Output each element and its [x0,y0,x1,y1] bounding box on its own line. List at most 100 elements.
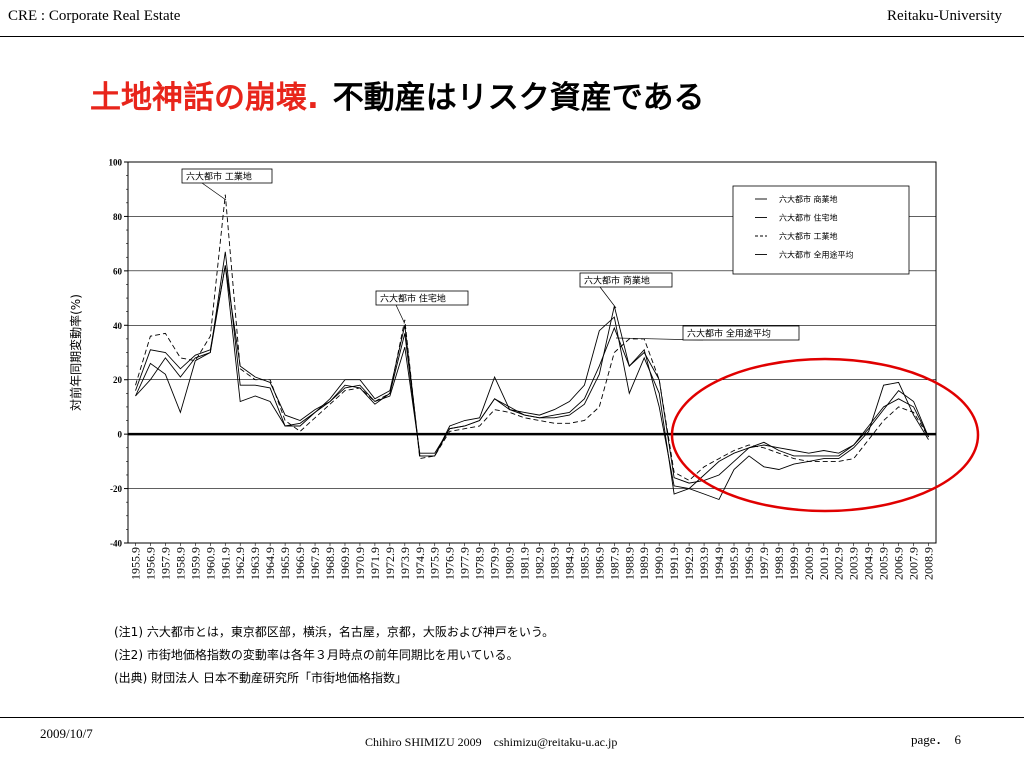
callout-label-0: 六大都市 工業地 [186,171,252,183]
x-tick-label: 1996.9 [742,547,756,580]
legend-entry-3: 六大都市 全用途平均 [779,250,854,260]
x-tick-label: 1971.9 [368,547,382,580]
x-tick-label: 1991.9 [667,547,681,580]
title-red-part: 土地神話の崩壊. [90,80,319,116]
note-1: (注1) 六大都市とは，東京都区部，横浜，名古屋，京都，大阪および神戸をいう。 [114,625,555,639]
x-tick-label: 1973.9 [398,547,412,580]
y-tick-label: 20 [113,375,123,385]
x-tick-label: 1997.9 [757,547,771,580]
callout-leader-1 [395,304,405,323]
header-divider [0,36,1024,37]
callout-leader-0 [201,182,227,201]
footer-date: 2009/10/7 [40,726,93,741]
x-tick-label: 1994.9 [712,547,726,580]
callout-label-3: 六大都市 全用途平均 [687,328,771,340]
x-tick-label: 1965.9 [278,547,292,580]
x-tick-label: 1956.9 [143,547,157,580]
x-tick-label: 2006.9 [892,547,906,580]
header-course-title: CRE : Corporate Real Estate [8,8,181,24]
y-axis-label: 対前年同期変動率(%) [68,294,83,411]
page-label: page． [911,732,949,747]
header-university: Reitaku-University [887,8,1002,24]
legend-entry-1: 六大都市 住宅地 [779,213,838,223]
x-tick-label: 2001.9 [817,547,831,580]
x-tick-label: 1969.9 [338,547,352,580]
x-tick-label: 1998.9 [772,547,786,580]
x-tick-label: 1978.9 [473,547,487,580]
x-tick-label: 1986.9 [592,547,606,580]
x-tick-label: 1980.9 [503,547,517,580]
callout-leader-2 [599,286,617,309]
x-tick-label: 1990.9 [652,547,666,580]
legend-entry-2: 六大都市 工業地 [779,231,838,241]
series-line-1 [135,265,929,490]
x-tick-label: 1970.9 [353,547,367,580]
x-tick-label: 2000.9 [802,547,816,580]
notes-block: (注1) 六大都市とは，東京都区部，横浜，名古屋，京都，大阪および神戸をいう。 … [114,621,554,690]
y-tick-label: -20 [110,484,122,494]
x-tick-label: 1958.9 [173,547,187,580]
y-tick-label: 40 [113,321,123,331]
x-tick-label: 1999.9 [787,547,801,580]
x-tick-label: 1989.9 [637,547,651,580]
y-tick-label: 80 [113,212,123,222]
x-tick-label: 1987.9 [607,547,621,580]
callout-box-3 [682,325,800,341]
x-tick-label: 2004.9 [862,547,876,580]
series-line-0 [135,265,929,501]
x-tick-label: 1984.9 [562,547,576,580]
callout-label-2: 六大都市 商業地 [584,275,650,287]
callout-box-2 [579,272,673,288]
x-tick-label: 1968.9 [323,547,337,580]
x-tick-label: 1955.9 [128,547,142,580]
y-tick-label: -40 [110,539,122,549]
x-tick-label: 1957.9 [158,547,172,580]
x-tick-label: 1981.9 [518,547,532,580]
callout-box-1 [375,290,469,306]
highlight-circle [670,357,980,513]
x-tick-label: 1967.9 [308,547,322,580]
x-tick-label: 2007.9 [907,547,921,580]
x-tick-label: 1979.9 [488,547,502,580]
callout-label-1: 六大都市 住宅地 [380,293,446,305]
note-2: (注2) 市街地価格指数の変動率は各年３月時点の前年同期比を用いている。 [114,648,519,662]
x-tick-label: 1982.9 [532,547,546,580]
x-tick-label: 2008.9 [922,547,936,580]
callout-box-0 [181,168,273,184]
legend-entry-0: 六大都市 商業地 [779,194,838,204]
x-tick-label: 1959.9 [188,547,202,580]
x-tick-label: 1993.9 [697,547,711,580]
x-tick-label: 1975.9 [428,547,442,580]
x-tick-label: 1976.9 [443,547,457,580]
series-line-3 [135,251,929,484]
x-tick-label: 1985.9 [577,547,591,580]
x-tick-label: 2002.9 [832,547,846,580]
page-number: 6 [954,732,962,747]
x-tick-label: 1992.9 [682,547,696,580]
footer-divider [0,717,1024,718]
x-tick-label: 1974.9 [413,547,427,580]
x-tick-label: 1963.9 [248,547,262,580]
x-tick-label: 2005.9 [877,547,891,580]
x-tick-label: 1988.9 [622,547,636,580]
x-tick-label: 1960.9 [203,547,217,580]
x-tick-label: 1983.9 [547,547,561,580]
x-tick-label: 1972.9 [383,547,397,580]
y-tick-label: 60 [113,266,123,276]
x-tick-label: 2003.9 [847,547,861,580]
footer-page: page． 6 [905,729,961,748]
x-tick-label: 1995.9 [727,547,741,580]
slide-title: 土地神話の崩壊. 不動産はリスク資産である [90,72,704,117]
x-tick-label: 1964.9 [263,547,277,580]
x-tick-label: 1966.9 [293,547,307,580]
x-tick-label: 1977.9 [458,547,472,580]
footer-author: Chihiro SHIMIZU 2009 cshimizu@reitaku-u.… [365,735,618,749]
note-source: (出典) 財団法人 日本不動産研究所「市街地価格指数」 [114,671,407,685]
y-tick-label: 100 [109,158,123,168]
title-black-part: 不動産はリスク資産である [332,80,705,116]
x-tick-label: 1962.9 [233,547,247,580]
x-tick-label: 1961.9 [218,547,232,580]
y-tick-label: 0 [118,430,123,440]
legend-box [732,185,910,275]
